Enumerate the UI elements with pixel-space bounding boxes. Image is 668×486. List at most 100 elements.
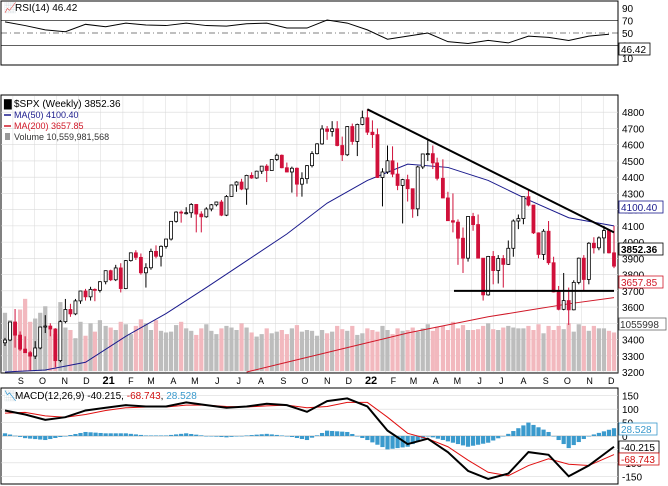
volume-bar	[299, 331, 305, 371]
candle-body	[199, 213, 204, 218]
volume-bar	[350, 325, 355, 371]
macd-histogram-bar	[189, 433, 194, 436]
volume-bar	[249, 332, 254, 371]
macd-histogram-bar	[405, 436, 410, 447]
x-axis-tick-label: M	[147, 376, 155, 386]
macd-legend: MACD(12,26,9) -40.215, -68.743, 28.528	[15, 391, 197, 402]
price-tag-bg	[618, 242, 664, 256]
macd-histogram-bar	[7, 434, 13, 436]
candle-body	[259, 165, 264, 172]
volume-bar	[340, 329, 345, 371]
macd-histogram-bar	[269, 434, 274, 436]
candle-body	[476, 224, 481, 259]
macd-histogram-bar	[43, 436, 48, 441]
macd-signal-tag-bg	[618, 452, 660, 466]
volume-bar	[355, 334, 360, 371]
candle-body	[73, 300, 78, 315]
candle-body	[461, 237, 465, 259]
macd-histogram-bar	[2, 433, 8, 436]
candle-body	[551, 262, 556, 293]
x-axis-tick-label: N	[62, 376, 69, 386]
candle-body	[315, 143, 319, 155]
candle-body	[486, 256, 491, 296]
candle-body	[58, 321, 63, 362]
rsi-axis-tick-label: 10	[622, 54, 634, 65]
candle-body	[269, 159, 274, 171]
candle-body	[531, 204, 536, 234]
macd-histogram-bar	[410, 436, 415, 445]
candle-body	[300, 178, 304, 185]
volume-bar	[385, 330, 390, 371]
candle-body	[174, 211, 179, 222]
price-axis-tick-label: 4400	[622, 173, 645, 184]
macd-histogram-bar	[204, 436, 209, 437]
macd-axis-tick-label: 0	[622, 432, 628, 443]
ma50-line	[4, 163, 615, 373]
x-axis-tick-label: S	[543, 376, 549, 386]
x-axis-tick-label: O	[301, 376, 308, 386]
volume-bar	[289, 328, 294, 371]
price-axis-tick-label: 4700	[622, 124, 645, 135]
macd-histogram-bar	[78, 432, 83, 436]
candles	[3, 109, 616, 371]
candle-body	[360, 117, 365, 125]
macd-histogram-bar	[350, 433, 355, 436]
volume-bar	[390, 334, 395, 371]
candle-body	[133, 252, 138, 258]
candle-body	[53, 328, 58, 362]
candle-body	[159, 245, 163, 257]
candle-body	[310, 153, 314, 167]
candle-body	[380, 171, 385, 178]
macd-histogram-bar	[259, 434, 264, 436]
volume-legend-swatch	[5, 133, 10, 140]
candle-body	[189, 204, 194, 214]
macd-histogram-bar	[526, 422, 531, 436]
macd-histogram-bar	[541, 429, 546, 436]
volume-bar	[73, 338, 78, 371]
macd-histogram-bar	[17, 436, 23, 437]
price-tag: 3852.36	[621, 245, 658, 256]
volume-bar	[440, 325, 445, 371]
macd-signal-tag: -68.743	[621, 455, 655, 466]
candle-body	[481, 257, 486, 296]
x-axis-tick-label: 21	[103, 375, 115, 387]
candle-body	[591, 242, 596, 249]
macd-histogram-bar	[606, 429, 612, 436]
rsi-axis-tick-label: 90	[622, 4, 634, 15]
volume-bar	[244, 327, 249, 371]
candle-body	[209, 204, 214, 210]
volume-bar	[269, 333, 274, 371]
macd-signal-line	[4, 401, 615, 477]
ma50-tag: 4100.40	[621, 203, 658, 214]
volume-bar	[501, 327, 506, 371]
price-icon: ▇	[3, 99, 12, 110]
macd-histogram-bar	[108, 433, 113, 436]
volume-bar	[360, 333, 365, 371]
volume-bar	[214, 334, 219, 371]
candle-body	[108, 270, 113, 281]
candle-body	[264, 165, 269, 171]
macd-histogram-bar	[83, 431, 88, 436]
x-axis-tick-label: N	[324, 376, 331, 386]
volume-bar	[596, 328, 602, 371]
macd-histogram-bar	[450, 436, 456, 443]
macd-histogram-bar	[576, 436, 581, 443]
macd-histogram-bar	[194, 434, 199, 436]
x-axis-tick-label: D	[83, 376, 90, 386]
macd-histogram-bar	[219, 436, 224, 438]
candle-body	[63, 309, 68, 323]
volume-bar	[319, 330, 325, 371]
volume-bar	[526, 325, 531, 371]
macd-line	[4, 397, 615, 481]
macd-histogram-bar	[113, 433, 118, 436]
volume-bar	[375, 331, 380, 371]
macd-histogram-bar	[380, 436, 385, 448]
macd-histogram-bar	[209, 436, 214, 437]
macd-histogram-bar	[53, 436, 58, 439]
candle-body	[385, 160, 390, 173]
volume-bar	[460, 325, 466, 371]
volume-bar	[219, 328, 224, 371]
x-axis-tick-label: A	[433, 376, 439, 386]
candle-body	[164, 238, 168, 247]
volume-bar	[133, 325, 138, 371]
